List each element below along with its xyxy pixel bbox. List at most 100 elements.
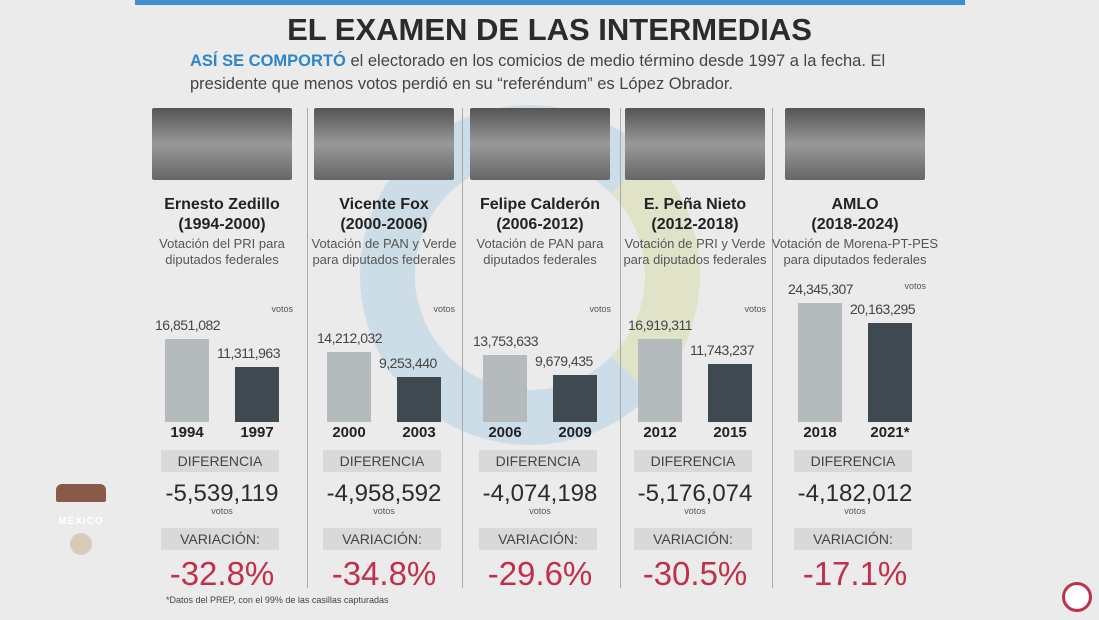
president-name-text: E. Peña Nieto bbox=[643, 196, 747, 213]
variation-value: -34.8% bbox=[331, 555, 437, 592]
president-term: (2006-2012) bbox=[496, 216, 584, 233]
votes-unit-label: votos bbox=[744, 304, 766, 314]
gobierno-mexico-logo: MÉXICO bbox=[52, 484, 110, 555]
bar-value-label: 16,851,082 bbox=[155, 317, 221, 334]
difference-label: DIFERENCIA bbox=[479, 450, 597, 472]
column-divider bbox=[462, 108, 463, 588]
vote-description: Votación de PAN y Verde para diputados f… bbox=[311, 236, 457, 267]
year-label: 2003 bbox=[402, 424, 436, 441]
bar-value-label: 16,919,311 bbox=[628, 317, 693, 334]
votes-unit-label: votos bbox=[433, 304, 455, 314]
bar-value-label: 13,753,633 bbox=[473, 332, 539, 349]
difference-unit: votos bbox=[211, 506, 233, 516]
vote-description: Votación de Morena-PT-PES para diputados… bbox=[771, 236, 939, 267]
subtitle-highlight: ASÍ SE COMPORTÓ bbox=[190, 52, 346, 70]
difference-unit: votos bbox=[373, 506, 395, 516]
column-divider bbox=[772, 108, 773, 588]
footnote: *Datos del PREP, con el 99% de las casil… bbox=[166, 595, 389, 605]
president-term: (2018-2024) bbox=[811, 216, 899, 233]
variation-label: VARIACIÓN: bbox=[634, 528, 752, 550]
president-name: E. Peña Nieto (2012-2018) bbox=[610, 195, 780, 235]
variation-value: -17.1% bbox=[802, 555, 908, 592]
bar-2018 bbox=[798, 302, 842, 422]
votes-unit-label: votos bbox=[904, 280, 926, 291]
difference-label: DIFERENCIA bbox=[794, 450, 912, 472]
variation-value: -30.5% bbox=[642, 555, 748, 592]
year-label: 1997 bbox=[240, 424, 274, 441]
president-column: AMLO (2018-2024) Votación de Morena-PT-PES… bbox=[772, 108, 938, 592]
difference-value: -5,539,119 bbox=[165, 480, 279, 507]
subtitle: ASÍ SE COMPORTÓ el electorado en los com… bbox=[190, 50, 910, 96]
president-name: Felipe Calderón (2006-2012) bbox=[455, 195, 625, 235]
president-name-text: Ernesto Zedillo bbox=[164, 196, 280, 213]
bar-value-label: 24,345,307 bbox=[788, 280, 854, 297]
votes-unit-label: votos bbox=[589, 304, 611, 314]
vote-description: Votación de PRI y Verde para diputados f… bbox=[623, 236, 767, 267]
difference-value: -4,958,592 bbox=[326, 480, 442, 507]
president-name: Vicente Fox (2000-2006) bbox=[299, 195, 469, 235]
logo-text: MÉXICO bbox=[58, 516, 104, 527]
top-accent-line bbox=[135, 0, 965, 5]
president-term: (2012-2018) bbox=[651, 216, 739, 233]
difference-label: DIFERENCIA bbox=[161, 450, 279, 472]
seal-icon bbox=[70, 533, 92, 555]
bar-value-label: 14,212,032 bbox=[317, 330, 383, 347]
bar-1997 bbox=[235, 366, 279, 422]
variation-label: VARIACIÓN: bbox=[323, 528, 441, 550]
president-name-text: Vicente Fox bbox=[339, 196, 429, 213]
variation-value: -29.6% bbox=[487, 555, 593, 592]
president-column: Ernesto Zedillo (1994-2000) Votación del P… bbox=[147, 108, 297, 592]
year-label: 2000 bbox=[332, 424, 366, 441]
year-label: 1994 bbox=[170, 424, 204, 441]
vote-description: Votación del PRI para diputados federale… bbox=[159, 236, 285, 267]
variation-label: VARIACIÓN: bbox=[479, 528, 597, 550]
difference-value: -5,176,074 bbox=[637, 480, 753, 507]
vote-description: Votación de PAN para diputados federales bbox=[476, 236, 604, 267]
year-label: 2021* bbox=[870, 424, 910, 441]
votes-unit-label: votos bbox=[271, 304, 293, 314]
page-title: EL EXAMEN DE LAS INTERMEDIAS bbox=[287, 12, 812, 47]
president-photo bbox=[314, 108, 454, 180]
bar-value-label: 9,253,440 bbox=[379, 354, 437, 371]
year-label: 2015 bbox=[713, 424, 747, 441]
column-divider bbox=[620, 108, 621, 588]
president-name-text: Felipe Calderón bbox=[479, 196, 601, 213]
president-name: Ernesto Zedillo (1994-2000) bbox=[137, 195, 307, 235]
year-label: 2018 bbox=[803, 424, 837, 441]
difference-label: DIFERENCIA bbox=[634, 450, 752, 472]
bar-2003 bbox=[397, 376, 441, 422]
president-name-text: AMLO bbox=[831, 196, 879, 213]
president-photo bbox=[470, 108, 610, 180]
column-divider bbox=[307, 108, 308, 588]
bar-value-label: 11,743,237 bbox=[690, 342, 755, 359]
president-name: AMLO (2018-2024) bbox=[770, 195, 940, 235]
president-photo bbox=[625, 108, 765, 180]
bar-2021* bbox=[868, 323, 912, 422]
year-label: 2006 bbox=[488, 424, 522, 441]
variation-label: VARIACIÓN: bbox=[161, 528, 279, 550]
president-term: (1994-2000) bbox=[178, 216, 266, 233]
difference-value: -4,182,012 bbox=[797, 480, 913, 507]
president-term: (2000-2006) bbox=[340, 216, 428, 233]
bar-2012 bbox=[638, 339, 682, 422]
variation-label: VARIACIÓN: bbox=[794, 528, 912, 550]
difference-label: DIFERENCIA bbox=[323, 450, 441, 472]
bar-2000 bbox=[327, 352, 371, 422]
variation-value: -32.8% bbox=[169, 555, 275, 592]
bar-value-label: 20,163,295 bbox=[850, 301, 916, 318]
president-column: E. Peña Nieto (2012-2018) Votación de PRI … bbox=[620, 108, 770, 592]
bar-1994 bbox=[165, 339, 209, 422]
difference-unit: votos bbox=[844, 506, 866, 516]
corner-logo-icon bbox=[1062, 582, 1092, 612]
year-label: 2009 bbox=[558, 424, 592, 441]
president-photo bbox=[152, 108, 292, 180]
president-column: Felipe Calderón (2006-2012) Votación de PA… bbox=[465, 108, 615, 592]
president-photo bbox=[785, 108, 925, 180]
bar-value-label: 9,679,435 bbox=[535, 352, 593, 369]
difference-unit: votos bbox=[684, 506, 706, 516]
bar-value-label: 11,311,963 bbox=[217, 344, 281, 361]
difference-value: -4,074,198 bbox=[482, 480, 598, 507]
bar-2009 bbox=[553, 374, 597, 422]
bar-2006 bbox=[483, 354, 527, 422]
president-column: Vicente Fox (2000-2006) Votación de PAN y … bbox=[309, 108, 459, 592]
